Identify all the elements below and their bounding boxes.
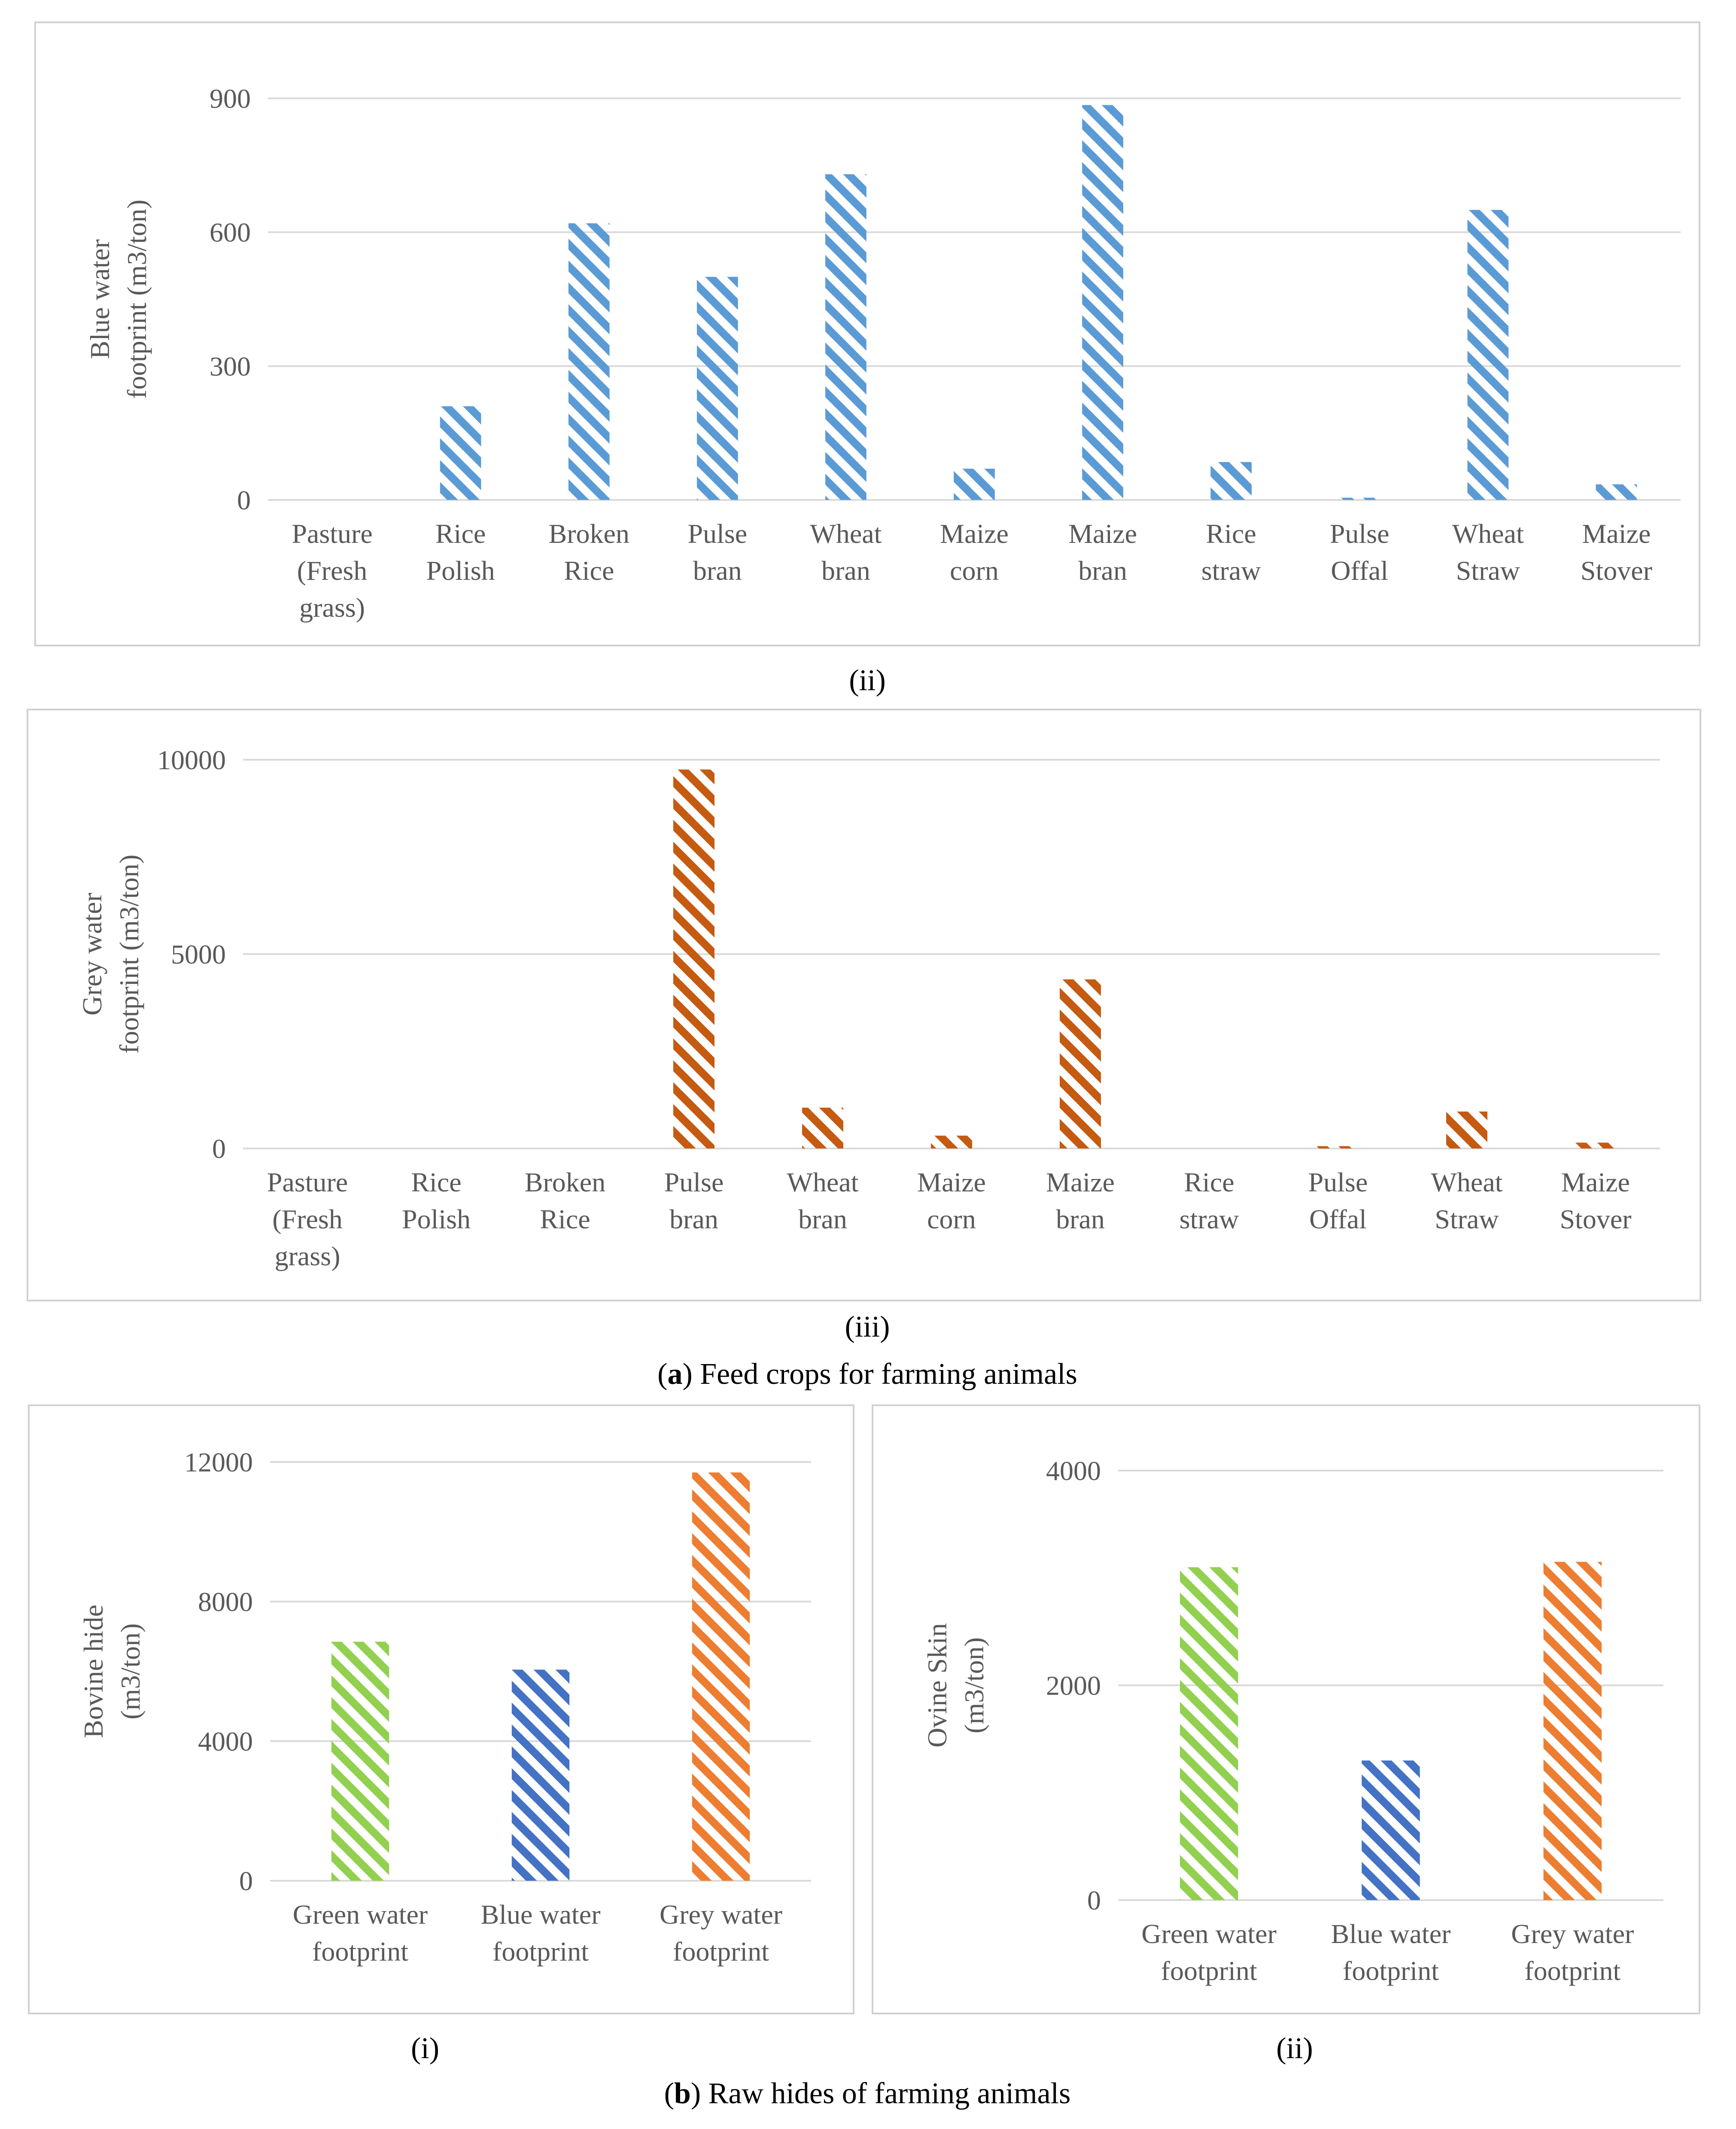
bar	[1060, 979, 1101, 1148]
chart-ovine-skin: 0 2000 4000 Green water footprint Blue water f…	[922, 1456, 1663, 1986]
bar	[825, 174, 866, 500]
y-tick-label: 5000	[171, 939, 226, 970]
caption-a-iii: (iii)	[845, 1310, 890, 1343]
bar	[1082, 105, 1123, 500]
x-tick-label: Pulse Offal	[1330, 518, 1389, 586]
x-tick-label: Pulse Offal	[1308, 1167, 1368, 1234]
bar	[1575, 1142, 1616, 1148]
caption-b-text: ) Raw hides of farming animals	[690, 2077, 1071, 2110]
y-tick-label: 0	[239, 1866, 253, 1896]
x-tick-label: Blue water footprint	[481, 1899, 601, 1967]
bar	[673, 769, 714, 1148]
y-tick-label: 900	[210, 83, 251, 114]
y-tick-label: 0	[1087, 1885, 1101, 1916]
x-tick-label: Wheat Straw	[1431, 1167, 1503, 1234]
bar	[1362, 1760, 1420, 1900]
bar	[440, 406, 481, 500]
y-axis-label: Ovine Skin (m3/ton)	[922, 1623, 989, 1748]
y-tick-label: 0	[212, 1133, 226, 1164]
x-tick-label: Maize bran	[1068, 518, 1137, 586]
chart-panel-ovine-skin: 0 2000 4000 Green water footprint Blue water f…	[872, 1404, 1700, 2014]
caption-b-ii: (ii)	[1276, 2032, 1313, 2065]
y-tick-label: 4000	[198, 1726, 253, 1757]
bar	[931, 1136, 972, 1148]
caption-a-ii: (ii)	[849, 664, 886, 697]
y-tick-label: 2000	[1046, 1670, 1101, 1701]
x-tick-label: Pasture (Fresh grass)	[292, 518, 372, 623]
x-tick-label: Wheat Straw	[1452, 518, 1524, 586]
x-tick-label: Pasture (Fresh grass)	[267, 1167, 348, 1271]
bar	[331, 1642, 389, 1881]
y-axis-label: Blue water footprint (m3/ton)	[85, 200, 152, 399]
x-tick-label: Rice straw	[1201, 518, 1261, 586]
caption-b-i: (i)	[410, 2032, 440, 2065]
chart-blue-wf: 0 300 600 900 Pasture (Fresh grass) Rice Polish B…	[85, 83, 1681, 623]
y-tick-label: 600	[210, 217, 251, 248]
y-axis-label: Bovine hide (m3/ton)	[78, 1605, 146, 1738]
bar	[568, 223, 610, 500]
chart-bovine-hide: 0 4000 8000 12000 Green water footprint Blue w…	[78, 1447, 811, 1967]
caption-a-text: ) Feed crops for farming animals	[682, 1358, 1077, 1391]
chart-grey-wf: 0 5000 10000 Pasture (Fresh grass) Rice Polish B…	[77, 745, 1660, 1271]
x-tick-label: Blue water footprint	[1331, 1919, 1451, 1986]
bar	[1596, 484, 1637, 500]
bar	[696, 277, 738, 500]
x-tick-label: Rice Polish	[426, 518, 495, 586]
x-tick-label: Broken Rice	[525, 1167, 605, 1234]
caption-a-letter: a	[667, 1358, 683, 1391]
x-tick-label: Pulse bran	[687, 518, 747, 586]
x-tick-label: Wheat bran	[787, 1167, 859, 1234]
bar	[1543, 1562, 1602, 1900]
x-tick-label: Broken Rice	[549, 518, 629, 586]
y-tick-label: 10000	[157, 745, 226, 775]
bar	[802, 1107, 843, 1148]
bar	[1339, 497, 1380, 500]
chart-panel-grey-wf: 0 5000 10000 Pasture (Fresh grass) Rice Polish B…	[27, 709, 1701, 1301]
caption-b-letter: b	[674, 2077, 691, 2110]
x-tick-label: Wheat bran	[810, 518, 882, 586]
x-tick-label: Green water footprint	[1141, 1919, 1276, 1986]
chart-panel-bovine-hide: 0 4000 8000 12000 Green water footprint Blue w…	[28, 1404, 854, 2014]
caption-a: (a) Feed crops for farming animals	[657, 1358, 1077, 1391]
x-tick-label: Grey water footprint	[660, 1899, 782, 1967]
x-tick-label: Rice Polish	[402, 1167, 471, 1234]
y-tick-label: 8000	[198, 1587, 253, 1617]
x-tick-label: Maize corn	[940, 518, 1009, 586]
bar	[1446, 1112, 1487, 1148]
x-tick-label: Green water footprint	[293, 1899, 428, 1967]
x-tick-label: Maize Stover	[1560, 1167, 1631, 1234]
y-tick-label: 0	[237, 485, 251, 515]
x-tick-label: Maize Stover	[1581, 518, 1652, 586]
bar	[511, 1669, 570, 1881]
x-tick-label: Rice straw	[1180, 1167, 1239, 1234]
bar	[1317, 1146, 1359, 1148]
bar	[1210, 462, 1252, 500]
y-axis-label: Grey water footprint (m3/ton)	[77, 855, 144, 1054]
bar	[1467, 210, 1509, 500]
chart-panel-blue-wf: 0 300 600 900 Pasture (Fresh grass) Rice Polish B…	[34, 21, 1700, 646]
x-tick-label: Pulse bran	[664, 1167, 724, 1234]
y-tick-label: 300	[210, 351, 251, 381]
caption-b: (b) Raw hides of farming animals	[664, 2077, 1071, 2110]
bar	[954, 469, 995, 500]
x-tick-label: Maize corn	[917, 1167, 986, 1234]
x-tick-label: Grey water footprint	[1511, 1919, 1634, 1986]
bar	[692, 1472, 750, 1881]
y-tick-label: 12000	[184, 1447, 253, 1477]
x-tick-label: Maize bran	[1046, 1167, 1115, 1234]
y-tick-label: 4000	[1046, 1456, 1101, 1486]
bar	[1180, 1567, 1238, 1900]
